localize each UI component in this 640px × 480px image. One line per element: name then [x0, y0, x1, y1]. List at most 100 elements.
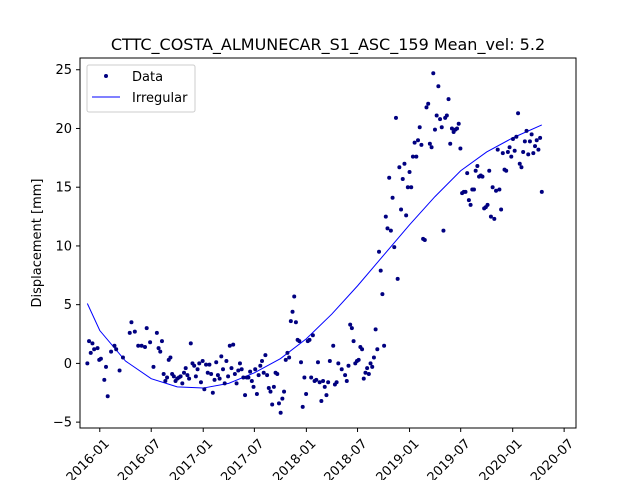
data-point [373, 327, 378, 332]
data-point [163, 379, 168, 384]
data-point [339, 367, 344, 372]
data-point [268, 389, 273, 394]
data-point [527, 139, 532, 144]
data-point [219, 354, 224, 359]
data-point [193, 374, 198, 379]
data-point [378, 268, 383, 273]
data-point [161, 371, 166, 376]
legend-box [86, 64, 196, 113]
data-point [221, 367, 226, 372]
data-point [500, 151, 505, 156]
data-point [297, 339, 302, 344]
data-point [198, 380, 203, 385]
data-point [105, 394, 110, 399]
data-point [390, 195, 395, 200]
data-point [304, 391, 309, 396]
data-point [276, 401, 281, 406]
data-point [392, 245, 397, 250]
data-point [256, 373, 261, 378]
data-point [139, 343, 144, 348]
x-tick-label: 2019-07 [425, 436, 474, 480]
data-point [92, 347, 97, 352]
data-point [117, 368, 122, 373]
data-point [241, 375, 246, 380]
x-tick-label: 2018-01 [270, 436, 319, 480]
data-point [270, 402, 275, 407]
data-point [348, 322, 353, 327]
data-point [458, 146, 463, 151]
data-point [265, 373, 270, 378]
legend: Data Irregular [86, 64, 196, 113]
data-point [393, 115, 398, 120]
data-point [522, 139, 527, 144]
data-point [400, 176, 405, 181]
data-point [412, 140, 417, 145]
data-point [104, 364, 108, 369]
x-tick-label: 2020-01 [477, 436, 526, 480]
data-point [246, 375, 251, 380]
y-axis-label: Displacement [mm] [30, 179, 45, 308]
data-point [151, 364, 156, 369]
data-point [317, 380, 322, 385]
data-point [300, 404, 305, 409]
data-point [368, 361, 373, 366]
data-point [237, 361, 242, 366]
data-point [275, 371, 280, 376]
data-point [158, 349, 163, 354]
data-point [497, 187, 502, 192]
data-point [263, 353, 268, 358]
data-point [468, 202, 473, 207]
data-point [143, 344, 147, 349]
data-point [314, 377, 319, 382]
data-point [414, 154, 419, 159]
data-point [366, 371, 371, 376]
plot-frame [79, 57, 577, 429]
data-point [207, 362, 212, 367]
data-point [212, 377, 217, 382]
data-point [438, 117, 443, 122]
legend-line-label: Irregular [132, 91, 188, 106]
data-point [204, 362, 209, 367]
data-point [475, 164, 480, 169]
data-point [319, 398, 324, 403]
data-point [539, 189, 544, 194]
data-point [95, 346, 100, 351]
data-point [302, 375, 307, 380]
data-point [382, 343, 387, 348]
data-point [534, 138, 539, 143]
data-point [322, 384, 327, 389]
data-point [455, 126, 460, 131]
data-point [90, 341, 95, 346]
data-point [416, 138, 421, 143]
data-point [243, 393, 248, 398]
data-point [529, 132, 534, 137]
data-point [254, 391, 259, 396]
data-point [226, 374, 231, 379]
y-tick-label: −5 [53, 416, 72, 431]
data-point [494, 188, 499, 193]
data-point [260, 359, 265, 364]
data-point [187, 376, 192, 381]
data-point [251, 384, 256, 389]
data-point [349, 326, 354, 331]
data-point [487, 168, 492, 173]
data-point [205, 370, 210, 375]
x-tick-label: 2017-01 [167, 436, 216, 480]
x-tick-label: 2016-07 [115, 436, 164, 480]
data-point [533, 144, 538, 149]
data-point [422, 238, 427, 243]
data-point [114, 347, 119, 352]
data-point [344, 379, 349, 384]
data-point [222, 381, 227, 386]
data-point [471, 187, 476, 192]
data-point [239, 367, 244, 372]
data-point [214, 360, 219, 365]
data-point [253, 367, 258, 372]
y-tick-label: 15 [55, 181, 72, 196]
data-point [395, 276, 400, 281]
data-point [109, 349, 114, 354]
x-tick-label: 2018-07 [322, 436, 371, 480]
data-point [136, 343, 141, 348]
data-point [473, 168, 478, 173]
data-point [405, 185, 410, 190]
